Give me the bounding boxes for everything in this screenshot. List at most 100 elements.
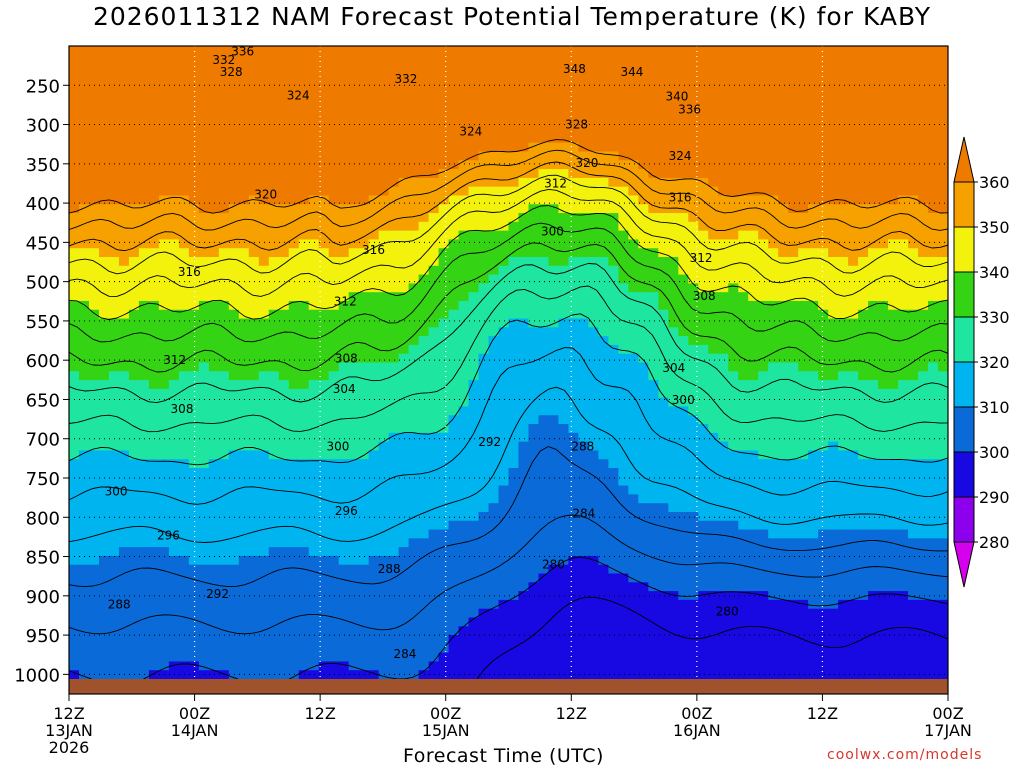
contour-fill-cell <box>618 98 629 109</box>
contour-fill-cell <box>748 397 759 408</box>
contour-fill-cell <box>528 494 540 504</box>
contour-fill-cell <box>688 388 699 399</box>
contour-fill-cell <box>628 591 639 601</box>
contour-fill-cell <box>688 450 699 460</box>
contour-fill-cell <box>118 635 130 645</box>
contour-fill-cell <box>658 353 669 364</box>
contour-fill-cell <box>508 169 520 179</box>
contour-fill-cell <box>238 652 250 663</box>
contour-fill-cell <box>348 195 360 205</box>
contour-fill-cell <box>528 89 540 100</box>
contour-fill-cell <box>578 555 590 566</box>
contour-fill-cell <box>358 362 370 372</box>
contour-fill-cell <box>338 46 350 56</box>
contour-fill-cell <box>498 459 510 469</box>
contour-fill-cell <box>448 485 460 495</box>
contour-fill-cell <box>78 503 90 513</box>
contour-fill-cell <box>338 643 350 654</box>
contour-fill-cell <box>708 397 719 408</box>
contour-fill-cell <box>278 89 290 100</box>
contour-fill-cell <box>138 274 150 284</box>
contour-fill-cell <box>638 274 649 284</box>
contour-fill-cell <box>88 186 100 197</box>
contour-fill-cell <box>738 116 749 126</box>
contour-fill-cell <box>78 283 90 293</box>
contour-fill-cell <box>488 142 500 153</box>
contour-fill-cell <box>378 81 390 91</box>
contour-fill-cell <box>578 125 590 135</box>
contour-fill-cell <box>88 573 100 583</box>
contour-fill-cell <box>268 670 280 679</box>
contour-fill-cell <box>668 221 679 232</box>
contour-fill-cell <box>698 371 709 381</box>
contour-fill-cell <box>678 327 689 337</box>
contour-fill-cell <box>178 248 190 258</box>
contour-fill-cell <box>598 582 609 592</box>
contour-fill-cell <box>358 617 370 627</box>
contour-fill-cell <box>148 89 160 100</box>
contour-fill-cell <box>738 424 749 434</box>
contour-fill-cell <box>378 327 390 337</box>
contour-fill-cell <box>388 265 400 276</box>
contour-fill-cell <box>518 415 530 425</box>
contour-fill-cell <box>418 661 430 671</box>
contour-fill-cell <box>218 195 230 205</box>
contour-fill-cell <box>528 195 540 205</box>
contour-fill-cell <box>598 81 609 91</box>
contour-fill-cell <box>228 599 240 610</box>
contour-fill-cell <box>98 265 110 276</box>
contour-fill-cell <box>388 151 400 161</box>
contour-fill-cell <box>228 459 240 469</box>
contour-fill-cell <box>608 415 619 425</box>
contour-fill-cell <box>78 318 90 328</box>
contour-fill-cell <box>548 177 560 188</box>
contour-fill-cell <box>198 555 210 566</box>
contour-fill-cell <box>658 450 669 460</box>
contour-fill-cell <box>478 274 490 284</box>
contour-fill-cell <box>218 424 230 434</box>
contour-fill-cell <box>168 397 180 408</box>
contour-fill-cell <box>588 230 599 241</box>
contour-fill-cell <box>598 353 609 364</box>
contour-fill-cell <box>468 204 480 214</box>
contour-fill-cell <box>698 599 709 610</box>
contour-fill-cell <box>648 125 659 135</box>
contour-fill-cell <box>248 573 260 583</box>
contour-fill-cell <box>318 652 330 663</box>
contour-fill-cell <box>218 635 230 645</box>
contour-fill-cell <box>198 520 210 531</box>
contour-fill-cell <box>108 494 120 504</box>
contour-fill-cell <box>658 415 669 425</box>
contour-fill-cell <box>188 371 200 381</box>
contour-fill-cell <box>728 494 739 504</box>
contour-fill-cell <box>188 362 200 372</box>
contour-fill-cell <box>598 63 609 73</box>
contour-fill-cell <box>118 283 130 293</box>
contour-fill-cell <box>348 538 360 548</box>
contour-fill-cell <box>388 494 400 504</box>
contour-fill-cell <box>718 485 729 495</box>
contour-fill-cell <box>288 344 300 355</box>
contour-fill-cell <box>488 538 500 548</box>
contour-fill-cell <box>398 608 410 619</box>
contour-fill-cell <box>588 582 599 592</box>
contour-fill-cell <box>488 89 500 100</box>
contour-fill-cell <box>138 81 150 91</box>
contour-fill-cell <box>548 336 560 346</box>
contour-fill-cell <box>148 415 160 425</box>
contour-fill-cell <box>448 160 460 170</box>
contour-fill-cell <box>398 265 410 276</box>
contour-fill-cell <box>188 98 200 109</box>
contour-fill-cell <box>718 415 729 425</box>
contour-fill-cell <box>128 520 140 531</box>
contour-fill-cell <box>708 327 719 337</box>
contour-fill-cell <box>648 89 659 100</box>
contour-fill-cell <box>728 476 739 487</box>
contour-fill-cell <box>508 547 520 557</box>
contour-fill-cell <box>398 274 410 284</box>
contour-fill-cell <box>118 54 130 65</box>
contour-fill-cell <box>198 265 210 276</box>
contour-fill-cell <box>118 186 130 197</box>
contour-fill-cell <box>418 529 430 539</box>
contour-fill-cell <box>408 661 420 671</box>
